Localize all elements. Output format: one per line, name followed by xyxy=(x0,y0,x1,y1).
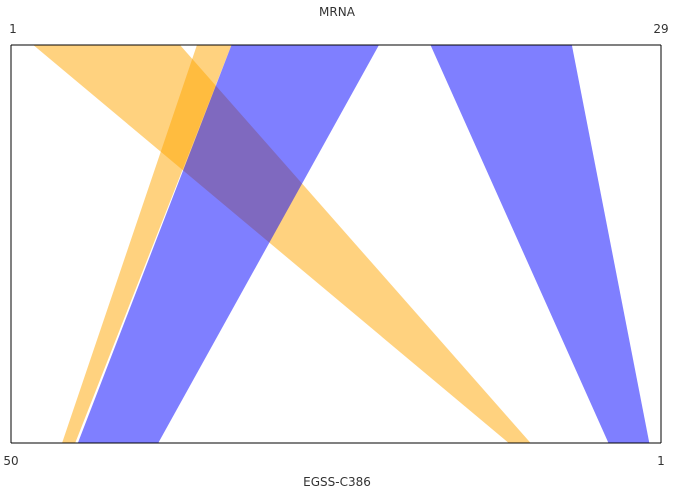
top-axis-end-label: 29 xyxy=(653,22,668,36)
synteny-link-2 xyxy=(62,45,232,443)
synteny-link-4 xyxy=(430,45,650,443)
top-axis-start-label: 1 xyxy=(9,22,17,36)
links-layer xyxy=(33,45,650,443)
bottom-axis-title: EGSS-C386 xyxy=(303,475,371,489)
synteny-link-3 xyxy=(77,45,379,443)
top-axis-title: MRNA xyxy=(319,5,356,19)
bottom-axis-end-label: 1 xyxy=(657,454,665,468)
bottom-axis-start-label: 50 xyxy=(3,454,18,468)
synteny-link-1 xyxy=(33,45,531,443)
